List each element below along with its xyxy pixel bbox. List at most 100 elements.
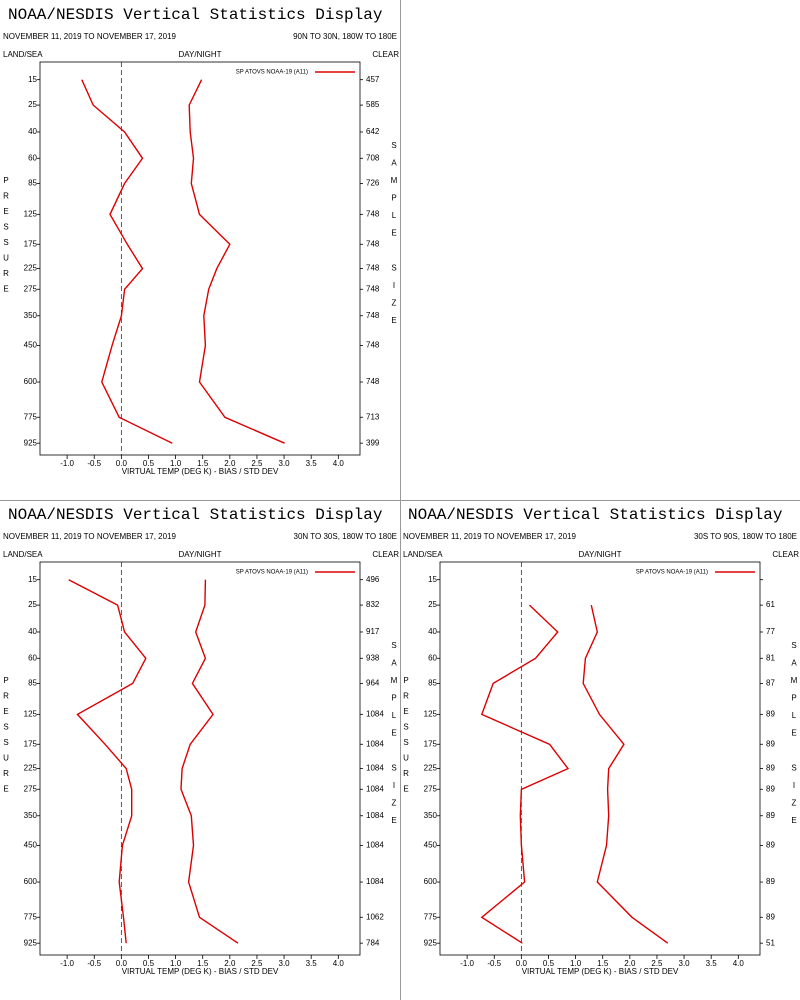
- x-tick-label: 4.0: [333, 959, 345, 968]
- sample-size-label: 708: [366, 153, 380, 162]
- chart-panel: NOAA/NESDIS Vertical Statistics Display N…: [3, 506, 399, 976]
- y-tick-label: 450: [24, 841, 38, 850]
- x-tick-label: -1.0: [60, 959, 74, 968]
- sample-size-label: 89: [766, 709, 775, 718]
- y-tick-label: 125: [24, 209, 38, 218]
- date-range: NOVEMBER 11, 2019 TO NOVEMBER 17, 2019: [403, 532, 577, 541]
- x-tick-label: 3.5: [306, 959, 318, 968]
- x-tick-label: -1.0: [460, 959, 474, 968]
- chart-title: NOAA/NESDIS Vertical Statistics Display: [8, 6, 383, 24]
- x-tick-label: 0.0: [516, 959, 528, 968]
- sample-size-label: 748: [366, 284, 380, 293]
- y-tick-label: 225: [24, 764, 38, 773]
- x-tick-label: 2.5: [251, 459, 263, 468]
- sample-size-label: 51: [766, 938, 775, 947]
- x-tick-label: -0.5: [87, 459, 101, 468]
- sample-size-label: 1084: [366, 784, 384, 793]
- y-tick-label: 350: [24, 811, 38, 820]
- y-tick-label: 925: [24, 438, 38, 447]
- sample-size-label: 89: [766, 841, 775, 850]
- y-tick-label: 25: [28, 100, 37, 109]
- land-sea-label: LAND/SEA: [3, 50, 43, 59]
- sample-size-label: 748: [366, 341, 380, 350]
- y-tick-label: 775: [424, 912, 438, 921]
- plot-frame: [39, 561, 361, 956]
- y-tick-label: 175: [424, 739, 438, 748]
- sample-size-label: 77: [766, 627, 775, 636]
- y-tick-label: 60: [28, 153, 37, 162]
- y-tick-label: 600: [24, 377, 38, 386]
- chart-title: NOAA/NESDIS Vertical Statistics Display: [408, 506, 783, 524]
- y-tick-label: 85: [28, 179, 37, 188]
- sample-size-label: 89: [766, 912, 775, 921]
- series-line: [480, 604, 570, 944]
- sample-size-label: 89: [766, 877, 775, 886]
- sample-size-label: 832: [366, 600, 380, 609]
- land-sea-label: LAND/SEA: [403, 550, 443, 559]
- y-tick-label: 125: [424, 709, 438, 718]
- y-tick-label: 775: [24, 412, 38, 421]
- y-tick-label: 15: [28, 75, 37, 84]
- sample-size-label: 964: [366, 679, 380, 688]
- series-line: [582, 604, 669, 944]
- sample-size-label: 89: [766, 811, 775, 820]
- sample-size-label: 1084: [366, 764, 384, 773]
- x-axis-label: VIRTUAL TEMP (DEG K) - BIAS / STD DEV: [522, 967, 679, 976]
- y-tick-label: 225: [424, 764, 438, 773]
- clear-label: CLEAR: [372, 550, 399, 559]
- y-tick-label: 275: [24, 284, 38, 293]
- legend-label: SP ATOVS NOAA-19 (A11): [236, 70, 308, 76]
- x-tick-label: 0.0: [116, 959, 128, 968]
- sample-size-label: 89: [766, 784, 775, 793]
- sample-size-label: 1084: [366, 739, 384, 748]
- day-night-label: DAY/NIGHT: [579, 550, 622, 559]
- y-tick-label: 85: [428, 679, 437, 688]
- x-tick-label: 2.0: [224, 959, 236, 968]
- x-tick-label: 3.0: [279, 959, 291, 968]
- y-tick-label: 600: [24, 877, 38, 886]
- series-line: [188, 79, 285, 444]
- land-sea-label: LAND/SEA: [3, 550, 43, 559]
- plot-frame: [439, 561, 761, 956]
- y-tick-label: 40: [28, 127, 37, 136]
- sample-size-label: 496: [366, 575, 380, 584]
- y-tick-label: 275: [424, 784, 438, 793]
- sample-size-label: 1062: [366, 912, 384, 921]
- y-tick-label: 225: [24, 264, 38, 273]
- x-tick-label: 2.5: [651, 959, 663, 968]
- region: 30S TO 90S, 180W TO 180E: [694, 532, 797, 541]
- date-range: NOVEMBER 11, 2019 TO NOVEMBER 17, 2019: [3, 32, 177, 41]
- series-line: [68, 579, 147, 944]
- series-line: [180, 579, 239, 944]
- legend-label: SP ATOVS NOAA-19 (A11): [236, 570, 308, 576]
- day-night-label: DAY/NIGHT: [179, 50, 222, 59]
- sample-size-label: 642: [366, 127, 380, 136]
- x-tick-label: 2.0: [224, 459, 236, 468]
- chart-panel: NOAA/NESDIS Vertical Statistics Display N…: [3, 6, 399, 476]
- y-tick-label: 25: [428, 600, 437, 609]
- y-tick-label: 40: [428, 627, 437, 636]
- x-tick-label: 3.0: [679, 959, 691, 968]
- day-night-label: DAY/NIGHT: [179, 550, 222, 559]
- sample-size-label: 1084: [366, 811, 384, 820]
- y-tick-label: 85: [28, 679, 37, 688]
- x-tick-label: 1.0: [170, 459, 182, 468]
- sample-size-label: 1084: [366, 877, 384, 886]
- sample-size-label: 938: [366, 653, 380, 662]
- y-tick-label: 925: [24, 938, 38, 947]
- sample-size-label: 585: [366, 100, 380, 109]
- clear-label: CLEAR: [372, 50, 399, 59]
- sample-size-label: 748: [366, 209, 380, 218]
- y-tick-label: 15: [28, 575, 37, 584]
- sample-size-label: 784: [366, 938, 380, 947]
- y-tick-label: 925: [424, 938, 438, 947]
- sample-size-label: 457: [366, 75, 380, 84]
- plot-frame: [39, 61, 361, 456]
